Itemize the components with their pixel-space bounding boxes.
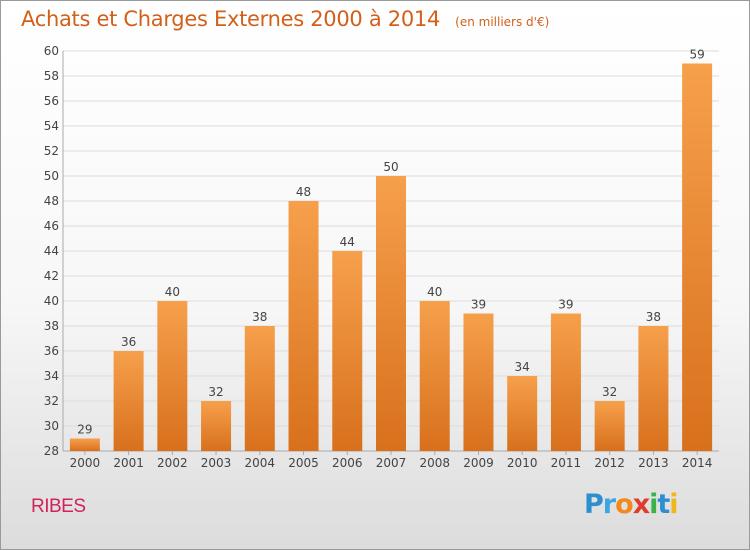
bar-value-label: 36 [121,335,136,349]
bar [113,351,144,451]
x-tick-label: 2002 [157,456,188,470]
logo-letter: x [632,489,650,520]
y-tick-label: 58 [44,69,59,83]
x-tick-label: 2005 [288,456,319,470]
bar-value-label: 59 [689,48,704,62]
bar [69,438,100,451]
y-tick-label: 46 [44,219,59,233]
bar [682,63,713,451]
bar [201,401,232,451]
y-tick-label: 54 [44,119,59,133]
y-tick-label: 60 [44,44,59,58]
logo-letter: o [615,489,634,520]
chart-subtitle: (en milliers d'€) [455,15,550,29]
bar-value-label: 38 [252,310,267,324]
bar [419,301,450,451]
bar [594,401,625,451]
y-tick-label: 42 [44,269,59,283]
y-tick-label: 38 [44,319,59,333]
title-block: Achats et Charges Externes 2000 à 2014 (… [21,7,549,31]
chart-title: Achats et Charges Externes 2000 à 2014 [21,7,441,31]
bar-value-label: 32 [208,385,223,399]
bar-value-label: 34 [515,360,530,374]
y-tick-label: 40 [44,294,59,308]
x-tick-label: 2014 [682,456,713,470]
x-tick-label: 2003 [201,456,232,470]
y-tick-label: 48 [44,194,59,208]
bar-value-label: 29 [77,423,92,437]
logo-letter: r [602,489,616,520]
y-tick-label: 56 [44,94,59,108]
bar-value-label: 40 [427,285,442,299]
bar-value-label: 32 [602,385,617,399]
logo-letter: i [669,489,678,520]
logo-letter: P [584,489,604,520]
x-tick-label: 2006 [332,456,363,470]
bar [507,376,538,451]
bar-value-label: 39 [558,298,573,312]
logo-letter: i [649,489,658,520]
x-tick-label: 2004 [245,456,276,470]
y-tick-label: 28 [44,444,59,458]
bar-value-label: 50 [383,160,398,174]
bar-value-label: 44 [340,235,355,249]
y-tick-label: 34 [44,369,59,383]
x-tick-label: 2001 [113,456,144,470]
logo-letter: t [657,489,670,520]
y-tick-label: 52 [44,144,59,158]
bar-value-label: 48 [296,185,311,199]
y-tick-label: 36 [44,344,59,358]
bar [332,251,363,451]
x-tick-label: 2008 [419,456,450,470]
x-tick-label: 2011 [551,456,582,470]
bar [157,301,188,451]
bar [244,326,275,451]
bar [463,313,494,451]
bar-value-label: 38 [646,310,661,324]
bar [376,176,406,451]
y-tick-label: 44 [44,244,59,258]
x-tick-label: 2007 [376,456,407,470]
x-tick-label: 2013 [638,456,669,470]
bar-value-label: 40 [165,285,180,299]
y-tick-label: 32 [44,394,59,408]
bar [638,326,669,451]
x-tick-label: 2012 [594,456,625,470]
bar [550,313,581,451]
x-tick-label: 2010 [507,456,538,470]
bar-value-label: 39 [471,298,486,312]
commune-name: RIBES [31,496,86,517]
y-tick-label: 50 [44,169,59,183]
x-tick-label: 2000 [70,456,101,470]
x-tick-label: 2009 [463,456,494,470]
y-tick-label: 30 [44,419,59,433]
proxiti-logo[interactable]: Proxiti [584,489,679,520]
bar [288,201,319,451]
